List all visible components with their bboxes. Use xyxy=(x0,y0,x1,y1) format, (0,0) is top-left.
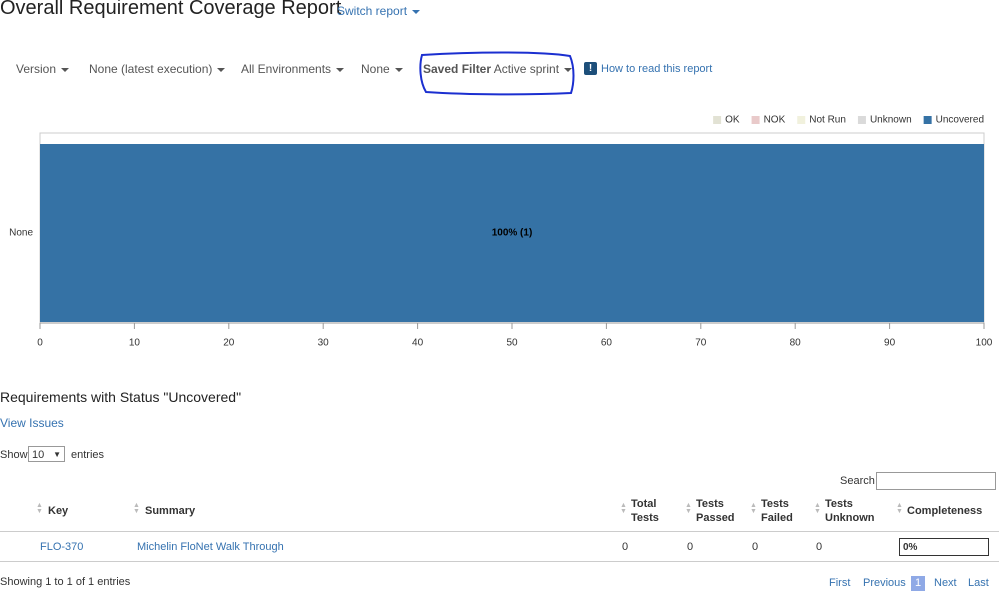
column-header[interactable]: Tests Passed xyxy=(696,498,735,524)
show-label: Show xyxy=(0,449,28,461)
sort-icon[interactable]: ▲ ▼ xyxy=(750,502,757,515)
legend-swatch xyxy=(797,116,806,124)
x-tick-label: 100 xyxy=(976,338,993,349)
version-filter[interactable]: Version xyxy=(16,62,69,76)
page-next[interactable]: Next xyxy=(934,577,957,589)
column-header[interactable]: Total Tests xyxy=(631,498,659,524)
help-link[interactable]: How to read this report xyxy=(601,63,713,75)
x-tick-label: 40 xyxy=(412,338,424,349)
x-tick-label: 90 xyxy=(884,338,896,349)
row-key[interactable]: FLO-370 xyxy=(40,541,84,553)
legend-label: NOK xyxy=(764,115,786,126)
help-icon: ! xyxy=(584,62,597,75)
x-tick-label: 50 xyxy=(506,338,518,349)
annotation-ellipse xyxy=(419,51,575,96)
saved-filter-value: Active sprint xyxy=(493,62,560,76)
column-header[interactable]: Tests Failed xyxy=(761,498,793,524)
row-total: 0 xyxy=(622,541,629,553)
row-completeness: 0% xyxy=(899,538,989,556)
row-passed: 0 xyxy=(687,541,694,553)
header-divider xyxy=(0,531,999,532)
execution-filter[interactable]: None (latest execution) xyxy=(89,62,225,76)
x-tick-label: 10 xyxy=(129,338,141,349)
table-info: Showing 1 to 1 of 1 entries xyxy=(0,576,131,588)
y-tick-label: None xyxy=(9,228,33,239)
x-tick-label: 20 xyxy=(223,338,235,349)
page-size: 10 xyxy=(32,449,45,461)
column-header[interactable]: Key xyxy=(48,505,69,517)
view-issues[interactable]: View Issues xyxy=(0,416,64,430)
sort-icon[interactable]: ▲ ▼ xyxy=(814,502,821,515)
bar-segment xyxy=(40,144,984,322)
x-tick-label: 0 xyxy=(37,338,43,349)
none-filter[interactable]: None xyxy=(361,62,403,76)
row-unknown: 0 xyxy=(816,541,823,553)
page-size-select[interactable]: 10 ▼ xyxy=(28,446,65,462)
legend-label: OK xyxy=(725,115,740,126)
legend-label: Not Run xyxy=(809,115,846,126)
chart: 0 10 20 30 40 50 60 70 80 90 100 None 100% (1) Uncove… xyxy=(9,51,993,349)
x-tick-label: 80 xyxy=(790,338,802,349)
page-last[interactable]: Last xyxy=(968,577,989,589)
sort-icon[interactable]: ▲ ▼ xyxy=(620,502,627,515)
x-tick-label: 30 xyxy=(318,338,330,349)
column-header[interactable]: Summary xyxy=(145,505,196,517)
sort-icon[interactable]: ▲ ▼ xyxy=(685,502,692,515)
column-header[interactable]: Completeness xyxy=(907,505,983,517)
value-label: 100% (1) xyxy=(492,228,533,239)
row-divider xyxy=(0,561,999,562)
sort-icon[interactable]: ▲ ▼ xyxy=(36,502,43,515)
entries-label: entries xyxy=(71,449,105,461)
legend-swatch xyxy=(857,116,866,124)
x-tick-label: 70 xyxy=(695,338,707,349)
column-header[interactable]: Tests Unknown xyxy=(825,498,875,524)
x-tick-label: 60 xyxy=(601,338,613,349)
legend-swatch xyxy=(923,116,932,124)
row-summary[interactable]: Michelin FloNet Walk Through xyxy=(137,541,284,553)
search-label: Search xyxy=(840,475,875,487)
switch-report[interactable]: Switch report xyxy=(337,4,420,18)
page-current[interactable]: 1 xyxy=(911,576,925,591)
sort-icon[interactable]: ▲ ▼ xyxy=(896,502,903,515)
saved-filter-label: Saved Filter xyxy=(423,62,492,76)
environment-filter[interactable]: All Environments xyxy=(241,62,344,76)
section-title: Requirements with Status "Uncovered" xyxy=(0,389,242,405)
saved-filter[interactable]: Saved Filter Active sprint xyxy=(423,62,572,76)
legend-label: Uncovered xyxy=(936,115,984,126)
page-previous[interactable]: Previous xyxy=(863,577,906,589)
legend-swatch xyxy=(713,116,722,124)
legend-label: Unknown xyxy=(870,115,912,126)
report-title: Overall Requirement Coverage Report xyxy=(0,0,342,19)
page-first[interactable]: First xyxy=(829,577,851,589)
legend-swatch xyxy=(751,116,760,124)
row-failed: 0 xyxy=(752,541,759,553)
search-input[interactable] xyxy=(876,472,996,490)
sort-icon[interactable]: ▲ ▼ xyxy=(133,502,140,515)
